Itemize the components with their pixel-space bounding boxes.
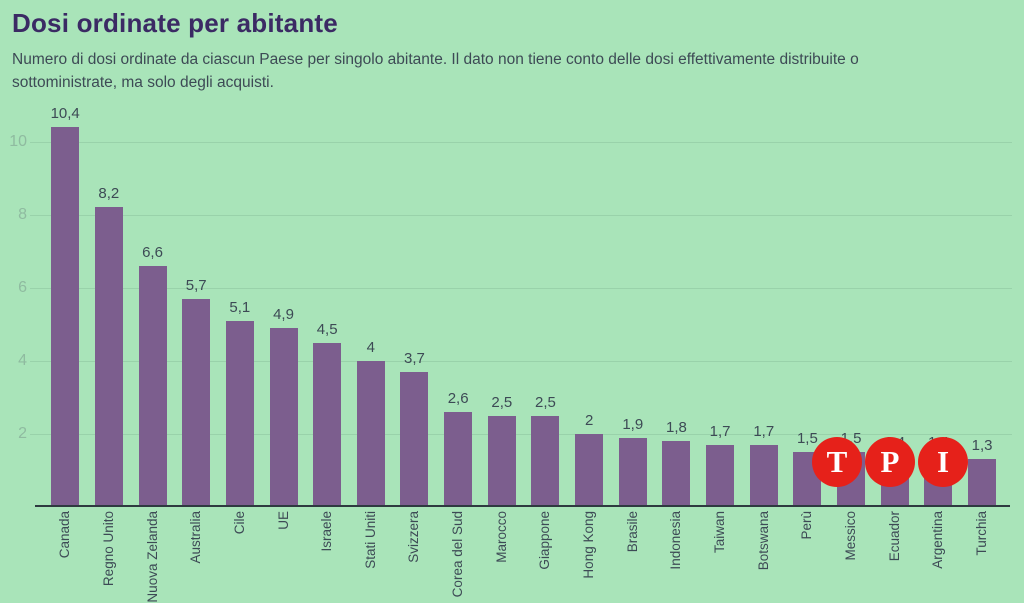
bar (662, 441, 691, 507)
country-label: Canada (57, 511, 73, 559)
x-axis-line (35, 504, 1010, 508)
bar-value-label: 1,8 (666, 419, 687, 436)
bar-value-label: 1,3 (971, 437, 993, 454)
bar-value-label: 2 (584, 412, 594, 429)
x-axis-tick-label: Regno Unito (100, 511, 118, 586)
bar-value-label: 4 (366, 339, 375, 356)
country-label: Messico (843, 511, 859, 561)
x-axis-tick-label: Turchia (973, 511, 991, 556)
y-axis-tick-label: 6 (18, 278, 27, 296)
x-axis-tick-label: Botswana (755, 511, 773, 570)
bar (138, 266, 167, 507)
country-label: Marocco (493, 511, 509, 563)
country-label: Hong Kong (581, 511, 597, 579)
bar (225, 321, 254, 507)
bar-value-label: 1,5 (796, 430, 818, 447)
x-axis-tick-label: Giappone (536, 511, 554, 570)
x-axis-tick-label: Nuova Zelanda (144, 511, 162, 603)
country-label: Botswana (755, 511, 771, 571)
bar-value-label: 4,5 (316, 321, 338, 338)
country-label: Svizzera (406, 511, 422, 563)
gridline (30, 287, 1012, 289)
country-label: Argentina (930, 511, 946, 569)
y-axis-tick-label: 2 (18, 424, 27, 442)
bar-value-label: 5,7 (185, 277, 207, 294)
x-axis-tick-label: Stati Uniti (362, 511, 380, 569)
bar (313, 343, 342, 507)
y-axis-tick-label: 4 (18, 351, 27, 369)
country-label: Brasile (624, 511, 640, 553)
bar-value-label: 8,2 (98, 185, 120, 202)
tpi-logo-circle: T (812, 437, 862, 487)
country-label: Israele (319, 511, 335, 552)
y-axis-tick-label: 10 (9, 132, 27, 150)
bar-value-label: 1,9 (622, 416, 644, 433)
gridline (30, 433, 1012, 435)
x-axis-tick-label: Svizzera (405, 511, 423, 563)
x-axis-tick-label: Argentina (929, 511, 947, 569)
x-axis-tick-label: UE (275, 511, 293, 530)
x-axis-tick-label: Canada (56, 511, 74, 558)
bar-value-label: 1,7 (753, 423, 775, 440)
country-label: Perù (799, 511, 815, 540)
tpi-logo-circle: P (865, 437, 915, 487)
country-label: UE (275, 511, 291, 530)
country-label: Giappone (537, 511, 553, 570)
bar (575, 434, 604, 507)
chart-subtitle: Numero di dosi ordinate da ciascun Paese… (12, 51, 859, 91)
gridline (30, 360, 1012, 362)
gridline (30, 141, 1012, 143)
bar (968, 459, 997, 507)
bar (618, 438, 647, 507)
bar (749, 445, 778, 507)
page: { "header": { "title": "Dosi ordinate pe… (9, 8, 1012, 603)
x-axis-tick-label: Hong Kong (580, 511, 598, 579)
bar (94, 207, 123, 507)
bar-value-label: 5,1 (229, 299, 251, 316)
country-label: Corea del Sud (450, 511, 466, 598)
bar-value-label: 2,5 (535, 394, 556, 411)
bar (182, 299, 211, 507)
x-axis-tick-label: Cile (231, 511, 249, 534)
country-label: Indonesia (668, 511, 684, 570)
bar (706, 445, 735, 507)
x-axis-tick-label: Israele (318, 511, 336, 552)
country-label: Stati Uniti (362, 511, 378, 569)
bar-value-label: 2,6 (447, 390, 469, 407)
x-axis-tick-label: Messico (842, 511, 860, 561)
chart-title: Dosi ordinate per abitante (12, 8, 338, 38)
bar (51, 127, 80, 507)
bar-value-label: 4,9 (273, 306, 294, 323)
x-axis-tick-label: Perù (798, 511, 816, 540)
bar-value-label: 1,7 (709, 423, 731, 440)
bar-value-label: 3,7 (404, 350, 425, 367)
bar (400, 372, 429, 507)
bar (444, 412, 473, 507)
y-axis-tick-label: 8 (18, 205, 27, 223)
bar-value-label: 6,6 (142, 244, 163, 261)
tpi-logo-circle: I (918, 437, 968, 487)
x-axis-tick-label: Australia (187, 511, 205, 564)
x-axis-tick-label: Marocco (493, 511, 511, 563)
x-axis-tick-label: Indonesia (667, 511, 685, 570)
x-axis-tick-label: Brasile (624, 511, 642, 552)
country-label: Ecuador (886, 511, 902, 562)
country-label: Australia (188, 511, 204, 564)
country-label: Cile (231, 511, 247, 535)
bar (356, 361, 385, 507)
bar-value-label: 10,4 (50, 105, 80, 122)
gridline (30, 214, 1012, 216)
x-axis-tick-label: Corea del Sud (449, 511, 467, 597)
country-label: Turchia (974, 511, 990, 556)
bar (531, 416, 560, 507)
country-label: Taiwan (712, 511, 728, 554)
x-axis-tick-label: Ecuador (886, 511, 904, 561)
country-label: Nuova Zelanda (144, 511, 160, 603)
bar-value-label: 2,5 (491, 394, 513, 411)
bar (487, 416, 516, 507)
bar (269, 328, 298, 507)
x-axis-tick-label: Taiwan (711, 511, 729, 553)
country-label: Regno Unito (100, 511, 116, 587)
